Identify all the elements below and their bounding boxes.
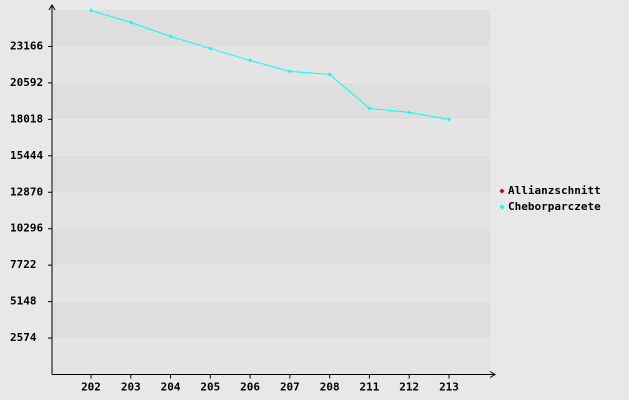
- x-tick-label: 207: [280, 381, 300, 394]
- grid-band: [52, 155, 490, 193]
- y-tick-label: 20592: [10, 76, 43, 89]
- y-tick-label: 5148: [10, 295, 37, 308]
- x-tick-label: 203: [121, 381, 141, 394]
- grid-band: [52, 119, 490, 156]
- data-point: [367, 106, 372, 111]
- grid-band: [52, 46, 490, 83]
- legend-marker: [499, 204, 505, 210]
- plot-bands: [52, 10, 490, 375]
- y-tick-label: 7722: [10, 258, 37, 271]
- data-point: [447, 117, 451, 122]
- grid-band: [52, 265, 490, 302]
- grid-band: [52, 82, 490, 120]
- data-point: [287, 69, 292, 74]
- x-axis-arrow: [489, 371, 496, 378]
- x-tick-label: 211: [360, 381, 380, 394]
- y-tick-label: 18018: [10, 112, 43, 125]
- x-tick-label: 212: [399, 381, 419, 394]
- data-point: [248, 58, 253, 63]
- data-point: [128, 20, 133, 25]
- x-tick-label: 205: [200, 381, 220, 394]
- y-tick-label: 12870: [10, 185, 43, 198]
- legend-marker: [499, 188, 505, 194]
- x-tick-label: 213: [439, 381, 459, 394]
- legend-label: Allianzschnitt: [508, 184, 601, 197]
- legend-label: Cheborparczete: [508, 200, 601, 213]
- data-point: [407, 110, 412, 115]
- x-tick-label: 204: [161, 381, 181, 394]
- data-point: [208, 46, 213, 51]
- data-point: [89, 8, 93, 13]
- y-tick-label: 10296: [10, 222, 43, 235]
- x-tick-label: 208: [320, 381, 340, 394]
- y-axis-arrow: [48, 4, 56, 11]
- y-tick-label: 2574: [10, 331, 37, 344]
- data-point: [168, 34, 173, 39]
- y-tick-label: 23166: [10, 39, 43, 52]
- x-tick-label: 202: [81, 381, 101, 394]
- grid-band: [52, 301, 490, 339]
- x-tick-label: 206: [240, 381, 260, 394]
- data-point: [327, 72, 332, 77]
- y-tick-label: 15444: [10, 149, 43, 162]
- grid-band: [52, 192, 490, 229]
- series-line: [90, 10, 450, 120]
- grid-band: [52, 10, 490, 47]
- grid-band: [52, 338, 490, 375]
- grid-band: [52, 228, 490, 266]
